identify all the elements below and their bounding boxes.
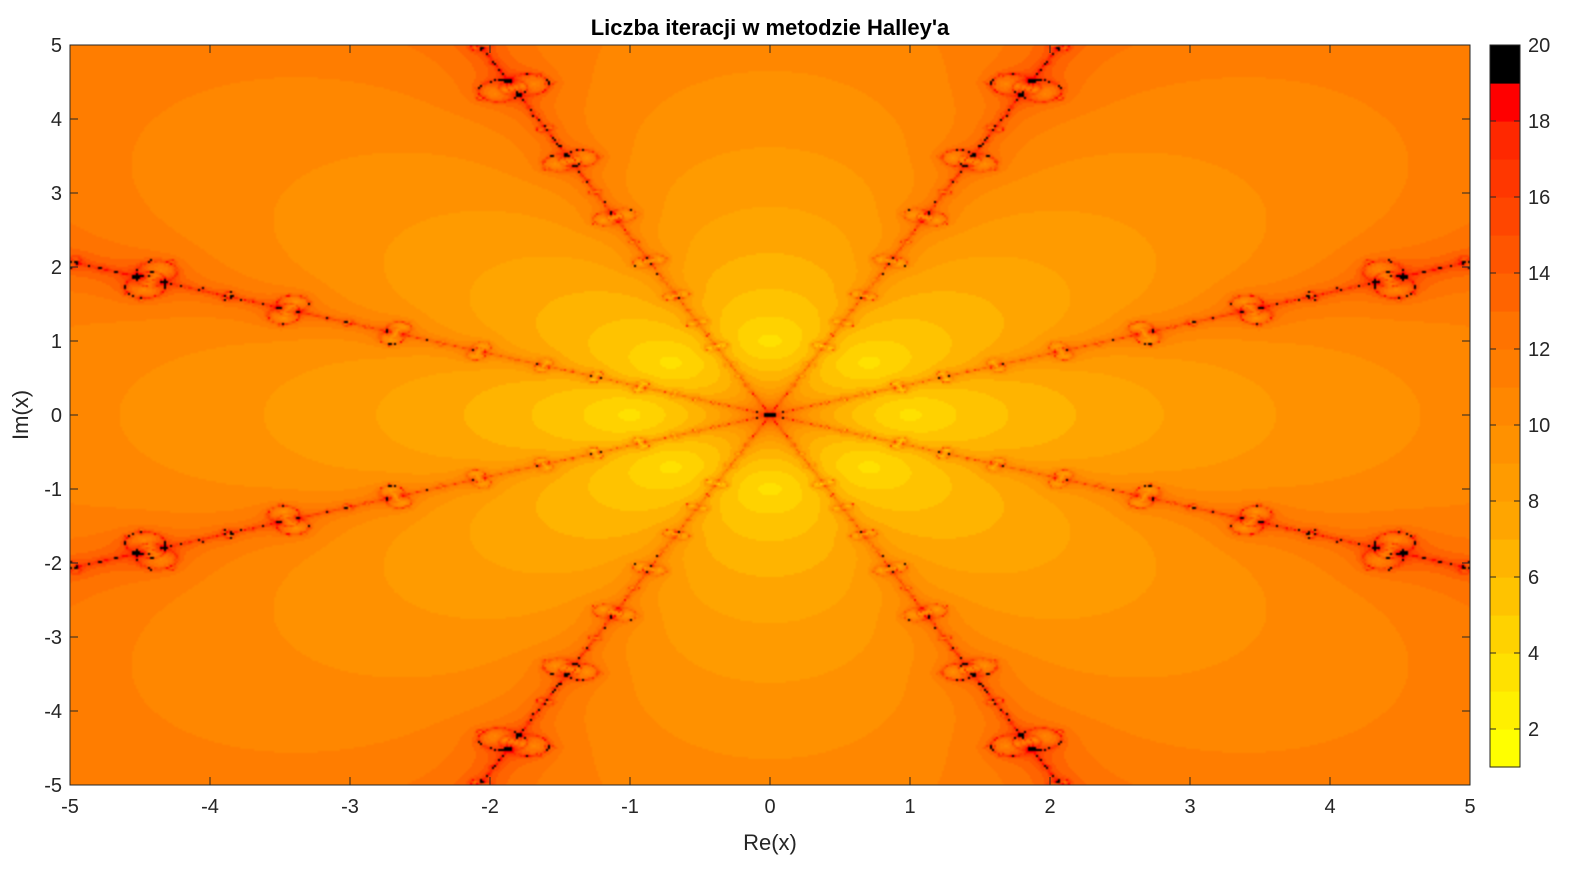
colorbar-segment — [1490, 121, 1520, 160]
x-tick-label: 2 — [1044, 796, 1055, 818]
colorbar-tick-label: 10 — [1528, 415, 1550, 437]
y-tick-label: 3 — [51, 183, 62, 205]
y-tick-label: 0 — [51, 405, 62, 427]
colorbar-segment — [1490, 83, 1520, 122]
colorbar-tick-label: 12 — [1528, 339, 1550, 361]
x-tick-label: -4 — [201, 796, 219, 818]
colorbar-segment — [1490, 273, 1520, 312]
x-tick-label: 0 — [764, 796, 775, 818]
x-tick-label: 1 — [904, 796, 915, 818]
colorbar-tick-label: 4 — [1528, 643, 1539, 665]
y-tick-label: -5 — [44, 775, 62, 797]
y-tick-label: -3 — [44, 627, 62, 649]
colorbar-tick-label: 14 — [1528, 263, 1550, 285]
colorbar-segment — [1490, 615, 1520, 654]
colorbar: 2 4 6 8 10 12 14 16 18 20 — [1489, 35, 1550, 768]
x-tick-label: -3 — [341, 796, 359, 818]
colorbar-segment — [1490, 235, 1520, 274]
y-tick-label: 5 — [51, 35, 62, 57]
y-tick-label: -4 — [44, 701, 62, 723]
colorbar-segment — [1490, 45, 1520, 84]
y-tick-label: 1 — [51, 331, 62, 353]
colorbar-tick-label: 20 — [1528, 35, 1550, 57]
heatmap-area — [69, 44, 1471, 786]
colorbar-tick-label: 2 — [1528, 719, 1539, 741]
x-axis: -5 -4 -3 -2 -1 0 1 2 3 4 5 — [61, 45, 1476, 818]
colorbar-tick-label: 18 — [1528, 111, 1550, 133]
colorbar-tick-label: 6 — [1528, 567, 1539, 589]
y-tick-label: 2 — [51, 257, 62, 279]
heatmap-layer — [70, 45, 1470, 785]
colorbar-segment — [1490, 425, 1520, 464]
y-axis: -5 -4 -3 -2 -1 0 1 2 3 4 5 — [44, 35, 1470, 797]
x-tick-label: -1 — [621, 796, 639, 818]
y-tick-label: 4 — [51, 109, 62, 131]
colorbar-segment — [1490, 159, 1520, 198]
x-tick-label: -2 — [481, 796, 499, 818]
x-tick-label: -5 — [61, 796, 79, 818]
heatmap-raster — [70, 45, 1470, 785]
x-tick-label: 5 — [1464, 796, 1475, 818]
y-tick-label: -1 — [44, 479, 62, 501]
colorbar-segment — [1490, 691, 1520, 730]
colorbar-frame — [1489, 44, 1521, 768]
chart-title: Liczba iteracji w metodzie Halley'a — [591, 15, 950, 40]
x-tick-label: 3 — [1184, 796, 1195, 818]
x-tick-label: 4 — [1324, 796, 1335, 818]
colorbar-segment — [1490, 501, 1520, 540]
colorbar-segment — [1490, 653, 1520, 692]
colorbar-tick-label: 16 — [1528, 187, 1550, 209]
colorbar-segment — [1490, 463, 1520, 502]
colorbar-segment — [1490, 539, 1520, 578]
colorbar-segment — [1490, 729, 1520, 768]
colorbar-tick-label: 8 — [1528, 491, 1539, 513]
x-axis-label: Re(x) — [743, 830, 797, 855]
y-axis-label: Im(x) — [8, 390, 33, 440]
heatmap-canvas — [70, 45, 1470, 785]
colorbar-segment — [1490, 311, 1520, 350]
colorbar-segment — [1490, 197, 1520, 236]
colorbar-segment — [1490, 577, 1520, 616]
colorbar-segment — [1490, 349, 1520, 388]
y-tick-label: -2 — [44, 553, 62, 575]
colorbar-segment — [1490, 387, 1520, 426]
